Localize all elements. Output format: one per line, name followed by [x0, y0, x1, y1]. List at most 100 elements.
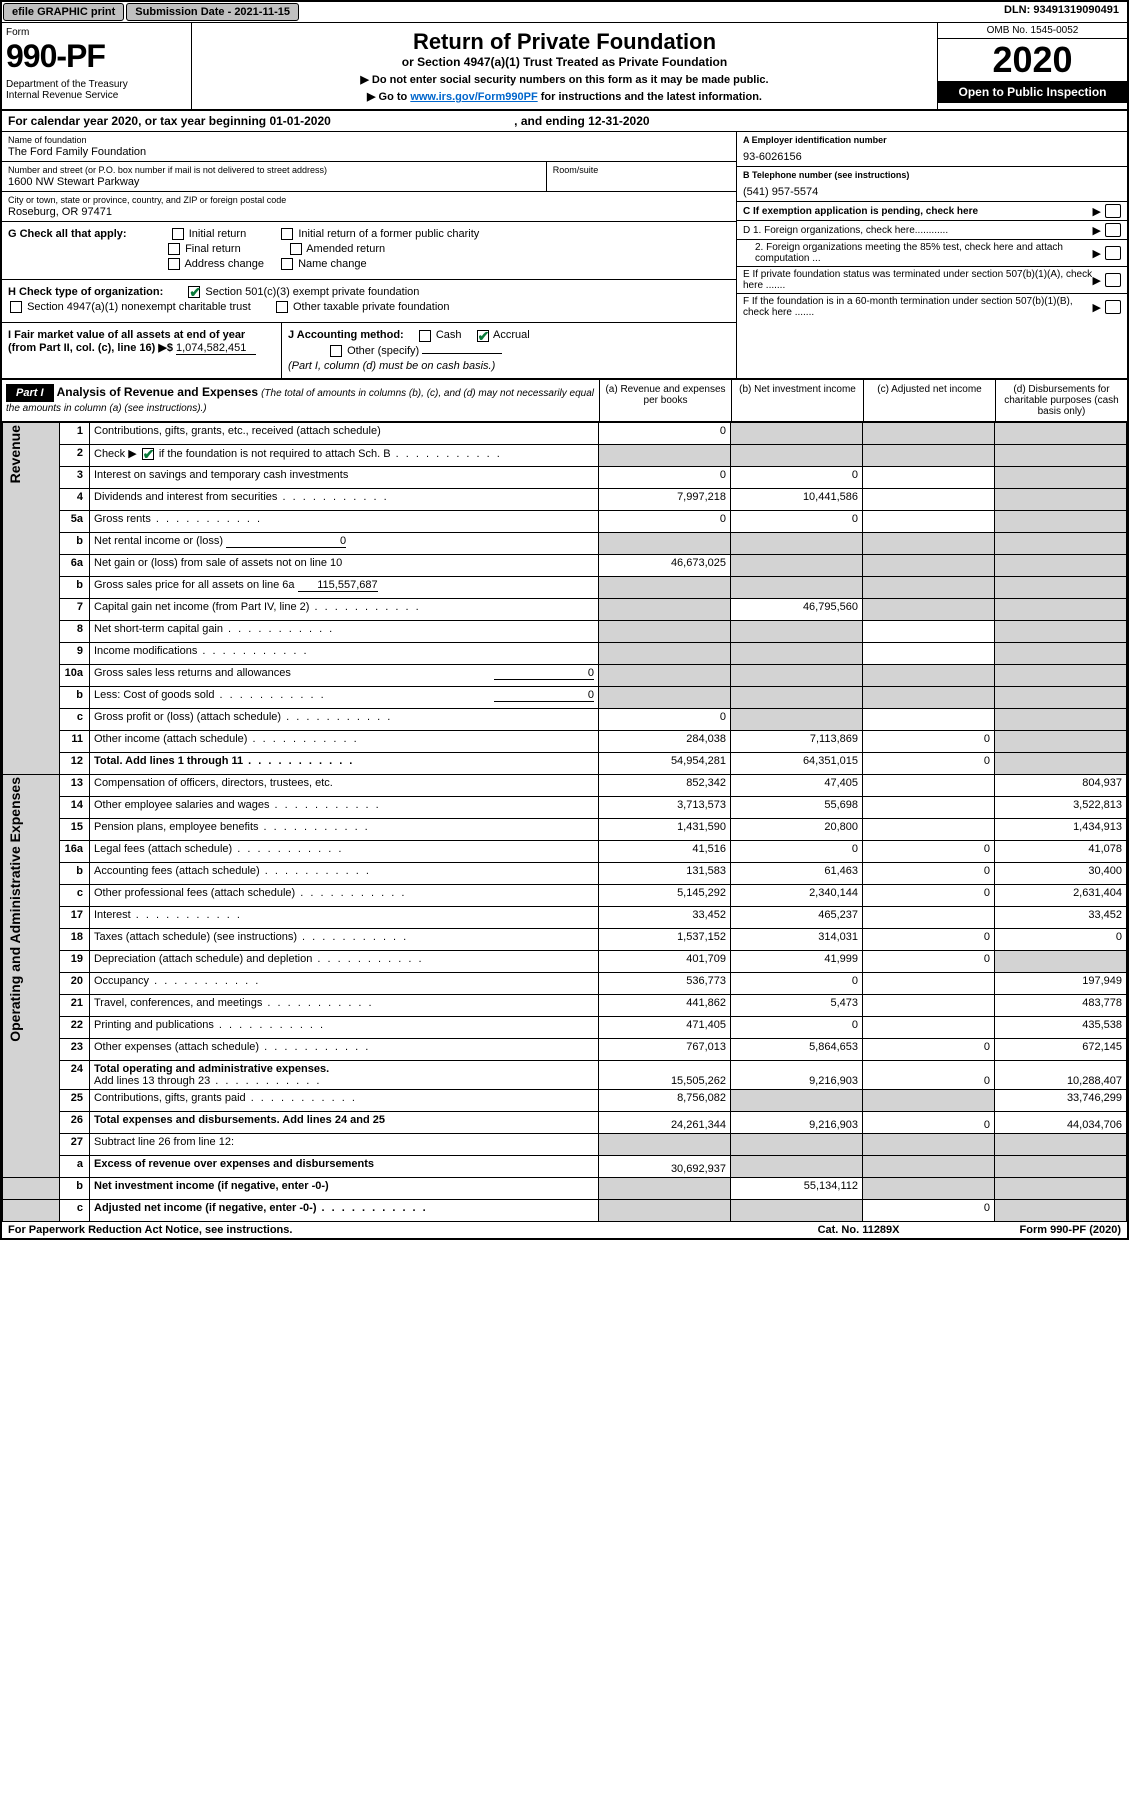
h-other-checkbox[interactable]: [276, 301, 288, 313]
form-footer: For Paperwork Reduction Act Notice, see …: [2, 1222, 1127, 1238]
foundation-name: The Ford Family Foundation: [8, 146, 730, 158]
i-value: 1,074,582,451: [176, 342, 256, 355]
row-num: b: [60, 576, 90, 598]
cell-d: 33,746,299: [995, 1089, 1127, 1111]
row-num: 24: [60, 1060, 90, 1089]
street-address: 1600 NW Stewart Parkway: [8, 176, 540, 188]
table-row: 25Contributions, gifts, grants paid8,756…: [3, 1089, 1127, 1111]
cell-a: 41,516: [599, 840, 731, 862]
initial-former-checkbox[interactable]: [281, 228, 293, 240]
tax-year: 2020: [938, 39, 1127, 81]
row-num: b: [60, 532, 90, 554]
row-desc: Depreciation (attach schedule) and deple…: [90, 950, 599, 972]
f-checkbox[interactable]: [1105, 300, 1121, 314]
cell-a: 7,997,218: [599, 488, 731, 510]
cell-b: 7,113,869: [731, 730, 863, 752]
cell-a: 54,954,281: [599, 752, 731, 774]
row-desc: Accounting fees (attach schedule): [90, 862, 599, 884]
cell-a: 401,709: [599, 950, 731, 972]
row-desc: Gross sales price for all assets on line…: [90, 576, 599, 598]
row-num: 8: [60, 620, 90, 642]
cell-d: 44,034,706: [995, 1111, 1127, 1133]
final-return-checkbox[interactable]: [168, 243, 180, 255]
row-desc: Contributions, gifts, grants, etc., rece…: [90, 422, 599, 444]
row-num: c: [60, 708, 90, 730]
e-checkbox[interactable]: [1105, 273, 1121, 287]
table-row: 22Printing and publications471,4050435,5…: [3, 1016, 1127, 1038]
cell-c: 0: [863, 1038, 995, 1060]
table-row: 7Capital gain net income (from Part IV, …: [3, 598, 1127, 620]
cell-b: 20,800: [731, 818, 863, 840]
addr-change-checkbox[interactable]: [168, 258, 180, 270]
table-row: 12Total. Add lines 1 through 1154,954,28…: [3, 752, 1127, 774]
j-label: J Accounting method:: [288, 329, 404, 341]
goto-suffix: for instructions and the latest informat…: [538, 91, 762, 103]
irs-link[interactable]: www.irs.gov/Form990PF: [410, 91, 537, 103]
row-desc: Total operating and administrative expen…: [90, 1060, 599, 1089]
row-num: 22: [60, 1016, 90, 1038]
j-accrual-checkbox[interactable]: [477, 330, 489, 342]
row-num: 12: [60, 752, 90, 774]
h-501-checkbox[interactable]: [188, 286, 200, 298]
table-row: 19Depreciation (attach schedule) and dep…: [3, 950, 1127, 972]
cell-d: [995, 466, 1127, 488]
h-4947-checkbox[interactable]: [10, 301, 22, 313]
row-num: 2: [60, 444, 90, 466]
table-row: 10aGross sales less returns and allowanc…: [3, 664, 1127, 686]
table-row: Operating and Administrative Expenses 13…: [3, 774, 1127, 796]
cell-c: 0: [863, 1111, 995, 1133]
table-row: 2 Check ▶ if the foundation is not requi…: [3, 444, 1127, 466]
initial-return-checkbox[interactable]: [172, 228, 184, 240]
efile-button[interactable]: efile GRAPHIC print: [3, 3, 124, 21]
row-desc: Net rental income or (loss) 0: [90, 532, 599, 554]
footer-mid: Cat. No. 11289X: [818, 1224, 900, 1236]
cell-a: 30,692,937: [599, 1155, 731, 1177]
d2-checkbox[interactable]: [1105, 246, 1121, 260]
cell-c: [863, 422, 995, 444]
row-desc: Net gain or (loss) from sale of assets n…: [90, 554, 599, 576]
cell-b: 5,473: [731, 994, 863, 1016]
form-subtitle: or Section 4947(a)(1) Trust Treated as P…: [198, 55, 931, 69]
h-label: H Check type of organization:: [8, 286, 163, 298]
part1-label: Part I: [6, 384, 54, 402]
table-row: 6aNet gain or (loss) from sale of assets…: [3, 554, 1127, 576]
table-row: 14Other employee salaries and wages3,713…: [3, 796, 1127, 818]
col-b-header: (b) Net investment income: [731, 380, 863, 421]
department-label: Department of the Treasury Internal Reve…: [6, 79, 187, 101]
col-c-header: (c) Adjusted net income: [863, 380, 995, 421]
ein-label: A Employer identification number: [743, 135, 1121, 145]
row-desc: Excess of revenue over expenses and disb…: [90, 1155, 599, 1177]
cell-d: 33,452: [995, 906, 1127, 928]
cell-a: 0: [599, 708, 731, 730]
city-value: Roseburg, OR 97471: [8, 206, 730, 218]
amended-checkbox[interactable]: [290, 243, 302, 255]
table-row: 15Pension plans, employee benefits1,431,…: [3, 818, 1127, 840]
ein-value: 93-6026156: [743, 151, 1121, 163]
j-other-checkbox[interactable]: [330, 345, 342, 357]
row-desc: Other income (attach schedule): [90, 730, 599, 752]
cell-d: 3,522,813: [995, 796, 1127, 818]
f-label: F If the foundation is in a 60-month ter…: [743, 296, 1093, 318]
schb-checkbox[interactable]: [142, 448, 154, 460]
row-num: 11: [60, 730, 90, 752]
goto-label: ▶ Go to: [367, 91, 410, 103]
cell-b: 55,698: [731, 796, 863, 818]
cell-a: 0: [599, 510, 731, 532]
j-cash-checkbox[interactable]: [419, 330, 431, 342]
cell-a: 46,673,025: [599, 554, 731, 576]
omb-number: OMB No. 1545-0052: [938, 23, 1127, 39]
submission-date: Submission Date - 2021-11-15: [126, 3, 299, 21]
j-other-label: Other (specify): [347, 345, 419, 357]
c-checkbox[interactable]: [1105, 204, 1121, 218]
row-desc: Gross profit or (loss) (attach schedule): [90, 708, 599, 730]
cell-c: 0: [863, 730, 995, 752]
table-row: 24Total operating and administrative exp…: [3, 1060, 1127, 1089]
d1-checkbox[interactable]: [1105, 223, 1121, 237]
row-num: 19: [60, 950, 90, 972]
table-row: 23Other expenses (attach schedule)767,01…: [3, 1038, 1127, 1060]
addr-label: Number and street (or P.O. box number if…: [8, 165, 540, 175]
form-instruction-1: ▶ Do not enter social security numbers o…: [198, 73, 931, 86]
name-change-checkbox[interactable]: [281, 258, 293, 270]
cell-c: [863, 488, 995, 510]
cell-a: 471,405: [599, 1016, 731, 1038]
